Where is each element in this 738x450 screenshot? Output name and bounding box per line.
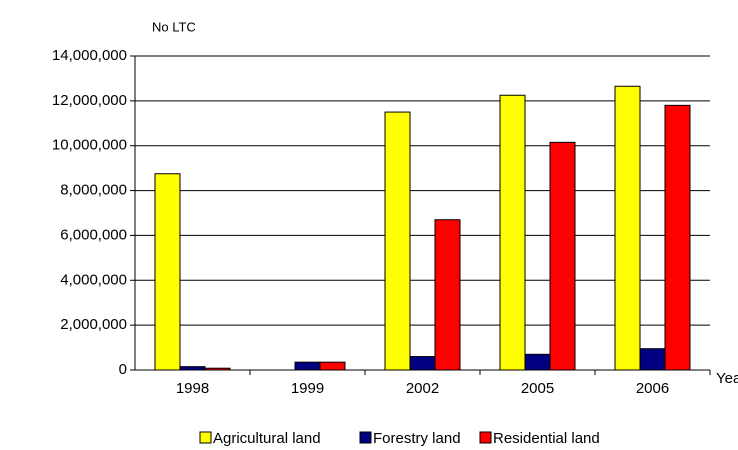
y-tick-label: 8,000,000 bbox=[60, 182, 127, 199]
bar bbox=[409, 356, 436, 371]
bar bbox=[524, 353, 551, 371]
x-tick-label: 2005 bbox=[521, 380, 554, 397]
legend-label: Residential land bbox=[493, 430, 600, 447]
bar bbox=[179, 366, 206, 371]
legend-swatch bbox=[359, 431, 372, 444]
y-tick-label: 10,000,000 bbox=[52, 137, 127, 154]
bar bbox=[384, 111, 411, 371]
y-tick-label: 4,000,000 bbox=[60, 271, 127, 288]
y-tick-label: 0 bbox=[119, 361, 127, 378]
bar bbox=[204, 367, 231, 371]
bar bbox=[639, 348, 666, 371]
legend-swatch bbox=[479, 431, 492, 444]
legend-label: Agricultural land bbox=[213, 430, 321, 447]
legend-swatch bbox=[199, 431, 212, 444]
x-tick-label: 1999 bbox=[291, 380, 324, 397]
bar bbox=[434, 219, 461, 371]
y-tick-label: 6,000,000 bbox=[60, 226, 127, 243]
bar bbox=[614, 85, 641, 371]
x-tick-label: 2006 bbox=[636, 380, 669, 397]
y-axis-label: No LTC bbox=[152, 19, 196, 34]
x-axis-label: Year bbox=[716, 370, 738, 387]
x-tick-label: 2002 bbox=[406, 380, 439, 397]
bar bbox=[319, 361, 346, 371]
bar bbox=[154, 173, 181, 371]
y-tick-label: 2,000,000 bbox=[60, 316, 127, 333]
bar bbox=[664, 104, 691, 371]
bar bbox=[294, 361, 321, 371]
y-tick-label: 14,000,000 bbox=[52, 47, 127, 64]
bar bbox=[499, 94, 526, 371]
legend-label: Forestry land bbox=[373, 430, 461, 447]
x-tick-label: 1998 bbox=[176, 380, 209, 397]
bar bbox=[549, 141, 576, 371]
y-tick-label: 12,000,000 bbox=[52, 92, 127, 109]
